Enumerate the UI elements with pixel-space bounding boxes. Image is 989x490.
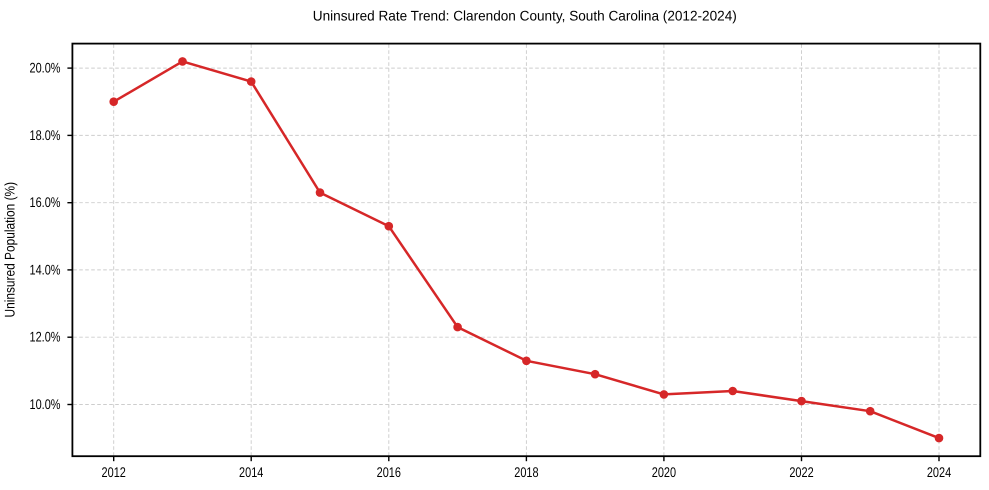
- svg-text:18.0%: 18.0%: [30, 127, 61, 143]
- svg-text:10.0%: 10.0%: [30, 396, 61, 412]
- svg-text:14.0%: 14.0%: [30, 261, 61, 277]
- svg-text:Uninsured Population (%): Uninsured Population (%): [2, 182, 18, 318]
- svg-text:2020: 2020: [652, 464, 676, 480]
- svg-text:Uninsured Rate Trend: Clarendo: Uninsured Rate Trend: Clarendon County, …: [313, 7, 737, 23]
- svg-text:2018: 2018: [514, 464, 538, 480]
- svg-text:2022: 2022: [789, 464, 813, 480]
- svg-text:2012: 2012: [102, 464, 126, 480]
- svg-text:12.0%: 12.0%: [30, 329, 61, 345]
- svg-text:2016: 2016: [377, 464, 401, 480]
- svg-text:2014: 2014: [239, 464, 263, 480]
- svg-text:16.0%: 16.0%: [30, 194, 61, 210]
- svg-text:20.0%: 20.0%: [30, 60, 61, 76]
- svg-text:2024: 2024: [927, 464, 951, 480]
